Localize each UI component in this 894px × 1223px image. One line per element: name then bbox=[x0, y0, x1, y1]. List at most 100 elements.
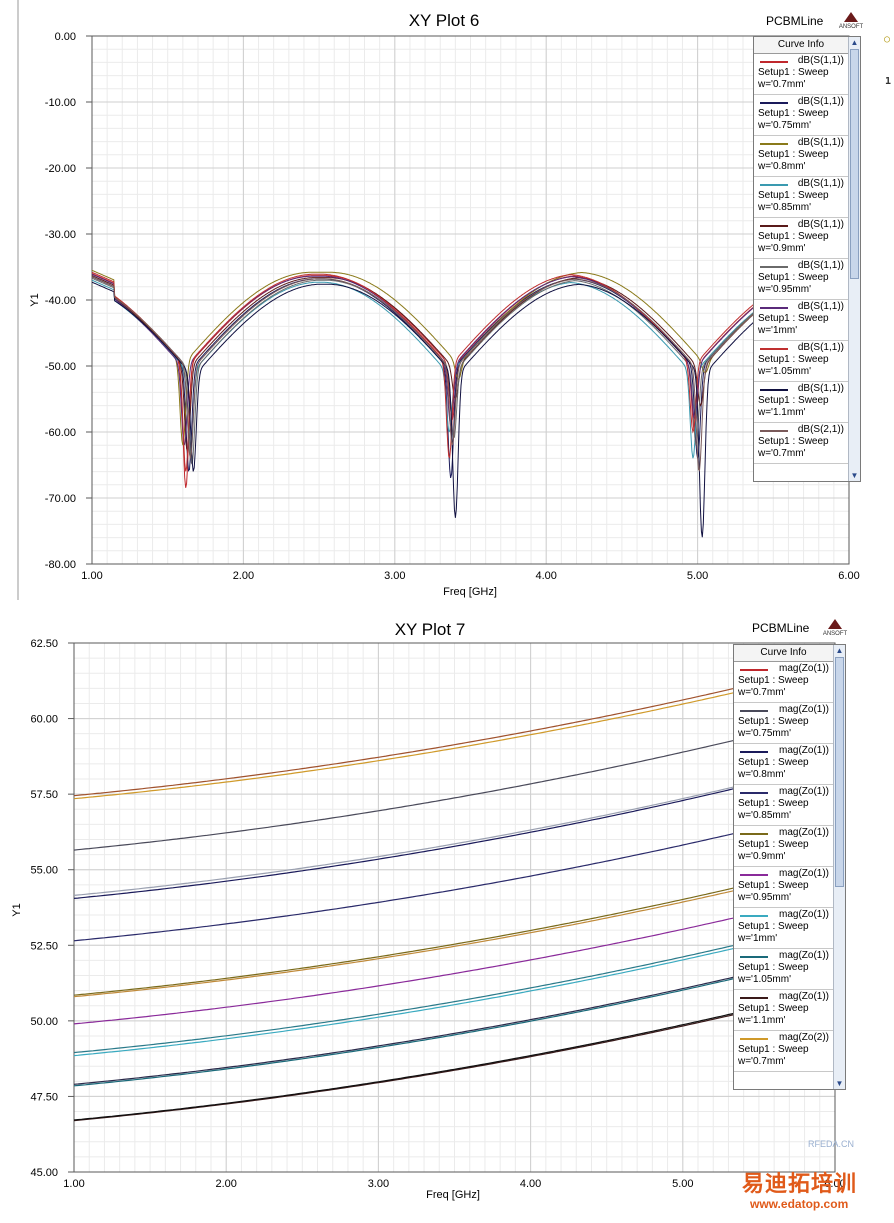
legend-entry[interactable]: mag(Zo(1)) Setup1 : Sweep w='1.05mm' bbox=[734, 949, 833, 990]
legend-entry[interactable]: dB(S(1,1)) Setup1 : Sweep w='1.1mm' bbox=[754, 382, 848, 423]
scrollbar-thumb[interactable] bbox=[850, 49, 859, 279]
legend-label: dB(S(1,1)) bbox=[797, 342, 844, 353]
legend-label: dB(S(2,1)) bbox=[797, 424, 844, 435]
legend-swatch bbox=[760, 430, 788, 432]
ansoft-logo: ANSOFT bbox=[838, 12, 864, 30]
legend-entry[interactable]: dB(S(1,1)) Setup1 : Sweep w='0.9mm' bbox=[754, 218, 848, 259]
legend-entry[interactable]: mag(Zo(1)) Setup1 : Sweep w='0.95mm' bbox=[734, 867, 833, 908]
legend-label: mag(Zo(1)) bbox=[778, 991, 829, 1002]
legend-entry[interactable]: dB(S(1,1)) Setup1 : Sweep w='0.85mm' bbox=[754, 177, 848, 218]
legend-label: Setup1 : Sweep bbox=[738, 921, 809, 932]
x-tick-label: 4.00 bbox=[535, 570, 556, 582]
xy-plot-6-chart: XY Plot 6 Freq [GHz] Y1 1.00 2.00 3.00 4.00… bbox=[0, 0, 894, 600]
legend-scrollbar[interactable]: ▲ ▼ bbox=[848, 37, 860, 481]
y-tick-label: -60.00 bbox=[45, 427, 76, 439]
legend-swatch bbox=[740, 751, 768, 753]
legend-label: Setup1 : Sweep bbox=[758, 272, 829, 283]
y-tick-label: 52.50 bbox=[30, 940, 58, 952]
legend-entry[interactable]: mag(Zo(1)) Setup1 : Sweep w='0.9mm' bbox=[734, 826, 833, 867]
series-line-5 bbox=[73, 761, 836, 896]
legend-swatch bbox=[740, 792, 768, 794]
legend-entry[interactable]: dB(S(1,1)) Setup1 : Sweep w='0.7mm' bbox=[754, 54, 848, 95]
y-tick-label: -10.00 bbox=[45, 97, 76, 109]
legend-label: w='0.85mm' bbox=[738, 810, 792, 821]
legend-label: mag(Zo(1)) bbox=[778, 663, 829, 674]
legend-label: mag(Zo(2)) bbox=[778, 1032, 829, 1043]
ansoft-logo-icon bbox=[828, 619, 842, 629]
legend-swatch bbox=[760, 225, 788, 227]
legend-entry[interactable]: dB(S(2,1)) Setup1 : Sweep w='0.7mm' bbox=[754, 423, 848, 464]
y-tick-label: 45.00 bbox=[30, 1167, 58, 1179]
legend-label: mag(Zo(1)) bbox=[778, 868, 829, 879]
legend-label: mag(Zo(1)) bbox=[778, 786, 829, 797]
y-tick-label: -50.00 bbox=[45, 361, 76, 373]
x-tick-label: 5.00 bbox=[672, 1178, 693, 1190]
chart-title: XY Plot 6 bbox=[409, 11, 480, 30]
series-line-6 bbox=[91, 277, 849, 466]
legend-label: w='0.7mm' bbox=[738, 1056, 786, 1067]
legend-label: mag(Zo(1)) bbox=[778, 745, 829, 756]
legend-entry[interactable]: mag(Zo(1)) Setup1 : Sweep w='0.85mm' bbox=[734, 785, 833, 826]
scroll-down-icon[interactable]: ▼ bbox=[850, 471, 859, 480]
legend-label: w='0.8mm' bbox=[758, 161, 806, 172]
legend-scrollbar[interactable]: ▲ ▼ bbox=[833, 645, 845, 1089]
legend-label: w='0.9mm' bbox=[758, 243, 806, 254]
x-tick-label: 1.00 bbox=[63, 1178, 84, 1190]
legend-swatch bbox=[740, 997, 768, 999]
legend-entry[interactable]: mag(Zo(1)) Setup1 : Sweep w='1.1mm' bbox=[734, 990, 833, 1031]
series-line-9 bbox=[73, 893, 836, 1025]
legend-entry[interactable]: mag(Zo(1)) Setup1 : Sweep w='0.75mm' bbox=[734, 703, 833, 744]
scroll-down-icon[interactable]: ▼ bbox=[835, 1079, 844, 1088]
watermark-url: www.edatop.com bbox=[750, 1197, 849, 1211]
x-tick-label: 3.00 bbox=[384, 570, 405, 582]
legend-label: dB(S(1,1)) bbox=[797, 219, 844, 230]
legend-header: Curve Info bbox=[734, 645, 833, 662]
legend-label: mag(Zo(1)) bbox=[778, 827, 829, 838]
legend-label: Setup1 : Sweep bbox=[758, 231, 829, 242]
y-axis-label: Y1 bbox=[29, 293, 41, 306]
legend-label: Setup1 : Sweep bbox=[758, 149, 829, 160]
legend-label: dB(S(1,1)) bbox=[797, 96, 844, 107]
x-tick-label: 6.00 bbox=[824, 1178, 845, 1190]
legend-entry[interactable]: dB(S(1,1)) Setup1 : Sweep w='0.8mm' bbox=[754, 136, 848, 177]
series-line-6 bbox=[73, 808, 836, 942]
legend-label: Setup1 : Sweep bbox=[758, 395, 829, 406]
legend-label: w='0.95mm' bbox=[738, 892, 792, 903]
legend-label: Setup1 : Sweep bbox=[738, 716, 809, 727]
series-line-9 bbox=[91, 281, 849, 538]
legend-swatch bbox=[740, 874, 768, 876]
y-tick-label: 55.00 bbox=[30, 865, 58, 877]
curve-info-legend[interactable]: Curve Info mag(Zo(1)) Setup1 : Sweep w='0.… bbox=[733, 644, 846, 1090]
legend-entry[interactable]: mag(Zo(2)) Setup1 : Sweep w='0.7mm' bbox=[734, 1031, 833, 1072]
x-tick-label: 2.00 bbox=[233, 570, 254, 582]
curve-info-legend[interactable]: Curve Info dB(S(1,1)) Setup1 : Sweep w='0.… bbox=[753, 36, 861, 482]
legend-entry[interactable]: dB(S(1,1)) Setup1 : Sweep w='0.75mm' bbox=[754, 95, 848, 136]
legend-swatch bbox=[740, 915, 768, 917]
legend-label: w='0.75mm' bbox=[758, 120, 812, 131]
y-axis-label: Y1 bbox=[11, 903, 23, 916]
legend-label: Setup1 : Sweep bbox=[738, 1003, 809, 1014]
x-tick-label: 3.00 bbox=[368, 1178, 389, 1190]
legend-entry[interactable]: dB(S(1,1)) Setup1 : Sweep w='1mm' bbox=[754, 300, 848, 341]
legend-label: w='1.05mm' bbox=[738, 974, 792, 985]
legend-label: w='1mm' bbox=[738, 933, 778, 944]
scroll-up-icon[interactable]: ▲ bbox=[850, 38, 859, 47]
scroll-up-icon[interactable]: ▲ bbox=[835, 646, 844, 655]
y-tick-label: 0.00 bbox=[55, 31, 76, 43]
y-tick-label: -70.00 bbox=[45, 493, 76, 505]
legend-entry[interactable]: dB(S(1,1)) Setup1 : Sweep w='0.95mm' bbox=[754, 259, 848, 300]
legend-swatch bbox=[740, 956, 768, 958]
side-marker-icon: ○ bbox=[884, 34, 891, 45]
legend-entry[interactable]: mag(Zo(1)) Setup1 : Sweep w='0.8mm' bbox=[734, 744, 833, 785]
legend-label: mag(Zo(1)) bbox=[778, 950, 829, 961]
legend-entry[interactable]: mag(Zo(1)) Setup1 : Sweep w='0.7mm' bbox=[734, 662, 833, 703]
y-tick-label: 50.00 bbox=[30, 1016, 58, 1028]
legend-swatch bbox=[760, 143, 788, 145]
series-line-1 bbox=[73, 663, 836, 797]
legend-label: Setup1 : Sweep bbox=[758, 108, 829, 119]
scrollbar-thumb[interactable] bbox=[835, 657, 844, 887]
legend-label: w='0.7mm' bbox=[738, 687, 786, 698]
chart-title: XY Plot 7 bbox=[395, 620, 466, 639]
legend-entry[interactable]: mag(Zo(1)) Setup1 : Sweep w='1mm' bbox=[734, 908, 833, 949]
legend-entry[interactable]: dB(S(1,1)) Setup1 : Sweep w='1.05mm' bbox=[754, 341, 848, 382]
